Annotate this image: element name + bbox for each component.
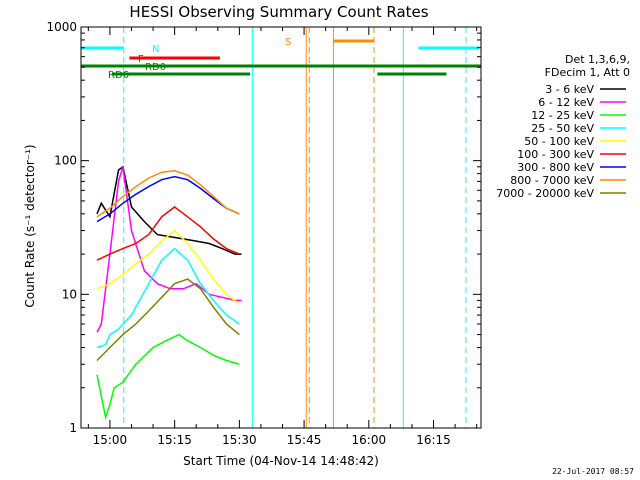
series-line-4 <box>96 229 240 305</box>
series-line-2 <box>96 333 240 421</box>
legend-entry-label-7: 800 - 7000 keV <box>510 174 594 187</box>
flag-s-label: S <box>285 37 291 48</box>
legend-entry-label-4: 50 - 100 keV <box>524 135 594 148</box>
y-tick-label-0: 1 <box>69 421 77 435</box>
series-line-5 <box>96 206 240 261</box>
legend-entry-label-5: 100 - 300 keV <box>517 148 594 161</box>
plot-frame <box>80 26 482 429</box>
y-tick-label-1: 10 <box>62 287 77 301</box>
axes: 15:00 15:15 15:30 15:45 16:00 16:15 1 10 100 1000 <box>46 20 482 447</box>
y-tick-label-3: 1000 <box>46 20 77 34</box>
x-axis-label: Start Time (04-Nov-14 14:48:42) <box>183 454 379 468</box>
legend-header-1: FDecim 1, Att 0 <box>545 66 630 79</box>
legend-entry-label-3: 25 - 50 keV <box>531 122 594 135</box>
series-line-1 <box>96 166 242 333</box>
flag-n-label: N <box>152 44 159 55</box>
y-tick-label-2: 100 <box>54 154 77 168</box>
legend-entry-label-2: 12 - 25 keV <box>531 109 594 122</box>
series-line-8 <box>96 278 240 362</box>
legend-entry-label-6: 300 - 800 keV <box>517 161 594 174</box>
plot-area <box>96 27 467 428</box>
x-tick-label-1: 15:15 <box>157 433 192 447</box>
legend-entry-label-0: 3 - 6 keV <box>545 83 594 96</box>
x-tick-label-3: 15:45 <box>287 433 322 447</box>
legend-entry-label-8: 7000 - 20000 keV <box>496 187 594 200</box>
chart-title: HESSI Observing Summary Count Rates <box>129 3 428 21</box>
legend-entry-label-1: 6 - 12 keV <box>538 96 594 109</box>
series-line-6 <box>96 175 240 223</box>
x-tick-label-2: 15:30 <box>222 433 257 447</box>
legend-header-0: Det 1,3,6,9, <box>565 53 630 66</box>
series-line-0 <box>96 165 242 255</box>
flag-rd6-label: RD6 <box>108 70 129 81</box>
x-tick-label-0: 15:00 <box>93 433 128 447</box>
y-axis-label: Count Rate (s⁻¹ detector⁻¹) <box>23 144 37 307</box>
x-tick-label-4: 16:00 <box>352 433 387 447</box>
flag-rd0-label: RD0 <box>145 62 166 73</box>
x-tick-label-5: 16:15 <box>416 433 451 447</box>
series-line-3 <box>96 247 240 349</box>
flag-f-label: F <box>138 54 144 65</box>
series-line-7 <box>96 170 240 218</box>
render-timestamp: 22-Jul-2017 08:57 <box>552 467 634 476</box>
